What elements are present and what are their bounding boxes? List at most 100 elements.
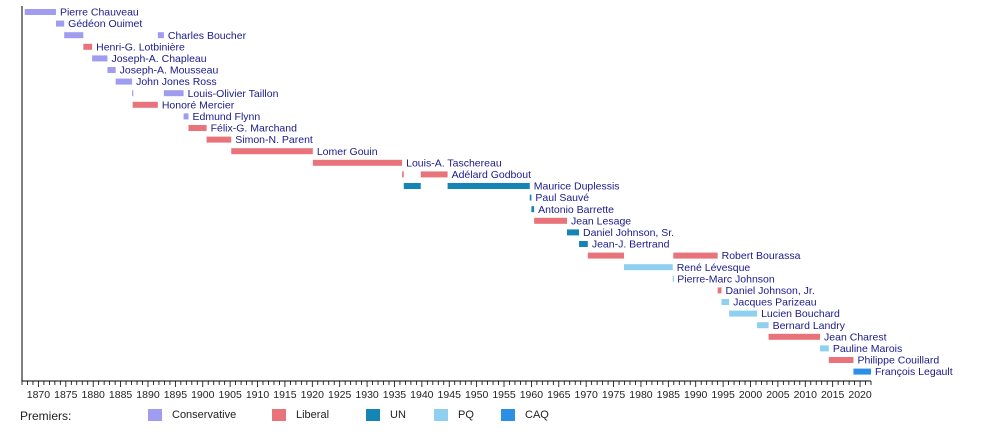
x-tick-label: 2020 [848, 389, 872, 401]
premier-label: Louis-A. Taschereau [406, 157, 502, 169]
term-bar-8-0 [132, 101, 158, 108]
term-bar-17-0 [531, 206, 535, 213]
premier-label: Jean Charest [824, 331, 887, 343]
legend-title: Premiers: [20, 409, 72, 423]
x-tick-label: 1945 [438, 389, 462, 401]
term-bar-11-0 [206, 136, 232, 143]
premier-label: Henri-G. Lotbinière [96, 41, 185, 53]
term-bar-10-0 [188, 125, 207, 131]
term-bar-25-0 [721, 299, 730, 305]
premier-label: Robert Bourassa [722, 250, 801, 262]
term-bar-0-0 [24, 9, 56, 15]
bars-layer [24, 9, 871, 375]
x-tick-label: 1905 [218, 389, 242, 401]
x-tick-label: 1960 [520, 389, 544, 401]
x-tick-label: 1895 [164, 389, 188, 401]
term-bar-2-1 [157, 32, 164, 39]
legend-label-conservative: Conservative [172, 409, 237, 421]
x-tick-label: 1925 [328, 389, 352, 401]
term-bar-29-0 [820, 345, 829, 352]
premier-label: Pierre Chauveau [60, 7, 139, 19]
premier-label: Edmund Flynn [193, 111, 261, 123]
premier-label: Jean-J. Bertrand [592, 239, 670, 251]
premier-label: René Lévesque [677, 262, 751, 274]
x-tick-label: 1870 [27, 389, 51, 401]
legend-swatch-conservative [148, 409, 162, 421]
premier-label: John Jones Ross [136, 76, 217, 88]
x-tick-label: 1910 [246, 389, 270, 401]
term-bar-7-1 [163, 90, 184, 97]
premier-label: Lucien Bouchard [761, 308, 840, 320]
term-bar-14-0 [402, 171, 404, 178]
x-tick-label: 1965 [547, 389, 571, 401]
term-bar-13-0 [312, 159, 403, 166]
premier-label: Louis-Olivier Taillon [188, 88, 279, 100]
x-tick-label: 1930 [355, 389, 379, 401]
term-bar-15-0 [403, 183, 421, 189]
x-tick-label: 2000 [739, 389, 763, 401]
x-tick-label: 1980 [629, 389, 653, 401]
x-tick-label: 1885 [109, 389, 133, 401]
premier-label: Pauline Marois [833, 343, 902, 355]
premier-label: Antonio Barrette [538, 204, 614, 216]
x-tick-label: 1915 [273, 389, 297, 401]
legend-label-un: UN [390, 409, 406, 421]
premier-label: Simon-N. Parent [235, 134, 313, 146]
term-bar-12-0 [231, 148, 313, 155]
term-bar-27-0 [757, 322, 769, 329]
legend-swatch-un [366, 409, 380, 421]
x-tick-label: 1935 [383, 389, 407, 401]
term-bar-5-0 [107, 67, 116, 73]
term-bar-19-0 [567, 229, 580, 236]
premier-label: François Legault [875, 366, 953, 378]
legend-item-un: UN [366, 409, 406, 421]
legend: Premiers: Conservative Liberal UN PQ CAQ [20, 407, 980, 427]
x-tick-label: 2005 [766, 389, 790, 401]
term-bar-23-0 [672, 275, 674, 282]
x-tick-label: 1880 [82, 389, 106, 401]
legend-item-conservative: Conservative [148, 409, 236, 421]
premier-label: Pierre-Marc Johnson [677, 273, 775, 285]
premier-label: Félix-G. Marchand [211, 123, 298, 135]
legend-label-liberal: Liberal [296, 409, 330, 421]
legend-item-liberal: Liberal [272, 409, 329, 421]
x-tick-label: 1940 [410, 389, 434, 401]
term-bar-2-0 [64, 32, 84, 39]
x-tick-label: 1950 [465, 389, 489, 401]
premier-label: Daniel Johnson, Sr. [583, 227, 674, 239]
premier-label: Adélard Godbout [452, 169, 531, 181]
legend-item-caq: CAQ [501, 409, 549, 421]
term-bar-26-0 [729, 310, 758, 317]
premier-label: Joseph-A. Chapleau [111, 53, 206, 65]
term-bar-14-1 [420, 171, 448, 178]
term-bar-18-0 [534, 217, 567, 224]
x-tick-label: 1955 [492, 389, 516, 401]
x-tick-label: 1985 [657, 389, 681, 401]
premier-label: Philippe Couillard [857, 355, 939, 367]
term-bar-21-0 [587, 252, 624, 259]
x-tick-label: 1975 [602, 389, 626, 401]
x-tick-label: 2015 [821, 389, 845, 401]
x-tick-label: 1920 [301, 389, 325, 401]
legend-label-pq: PQ [458, 409, 474, 421]
term-bar-7-0 [132, 90, 134, 97]
term-bar-16-0 [529, 194, 532, 201]
legend-item-pq: PQ [434, 409, 474, 421]
premier-label: Paul Sauvé [535, 192, 589, 204]
premier-label: Bernard Landry [773, 320, 846, 332]
premier-label: Jacques Parizeau [733, 297, 817, 309]
premier-label: Jean Lesage [571, 215, 631, 227]
term-bar-9-0 [183, 113, 189, 120]
premier-label: Joseph-A. Mousseau [120, 65, 219, 77]
premier-label: Gédéon Ouimet [68, 18, 142, 30]
premier-label: Maurice Duplessis [534, 181, 620, 193]
x-tick-label: 1995 [711, 389, 735, 401]
x-tick-label: 1875 [54, 389, 78, 401]
x-axis: 1870 1875 1880 1885 1890 1895 1900 1905 1910 1915… [21, 6, 872, 401]
term-bar-15-1 [447, 183, 530, 189]
legend-label-caq: CAQ [525, 409, 549, 421]
legend-swatch-pq [434, 409, 448, 421]
x-tick-label: 1990 [684, 389, 708, 401]
